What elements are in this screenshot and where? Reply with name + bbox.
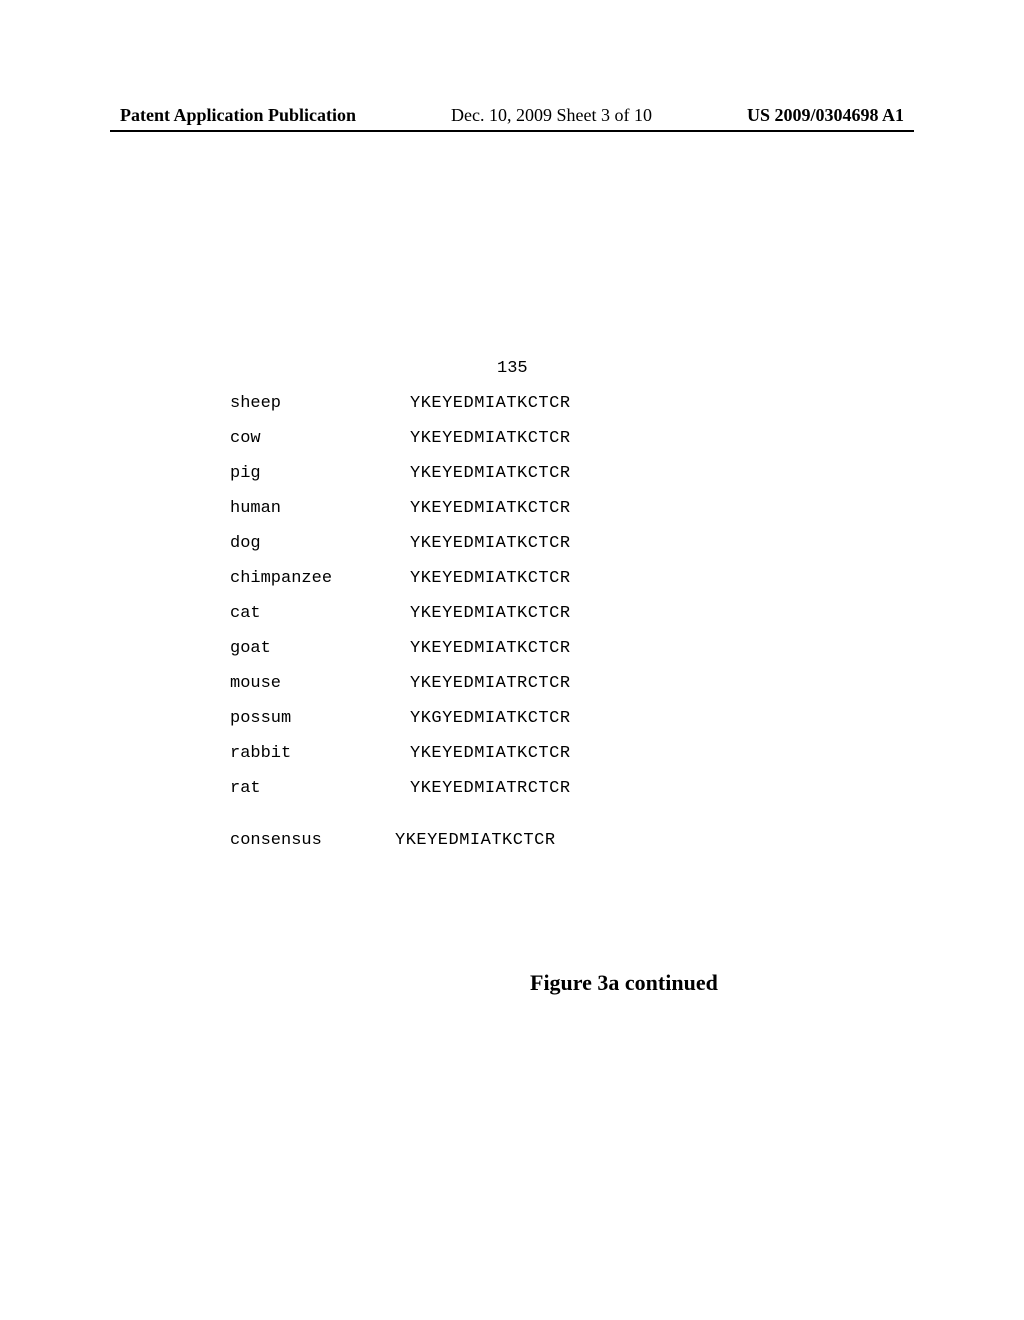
species-label: pig — [230, 465, 410, 482]
species-label: dog — [230, 535, 410, 552]
sequence-text: YKEYEDMIATKCTCR — [410, 640, 571, 657]
alignment-row: human YKEYEDMIATKCTCR — [230, 500, 571, 517]
consensus-row: consensus YKEYEDMIATKCTCR — [230, 832, 571, 849]
alignment-row: pig YKEYEDMIATKCTCR — [230, 465, 571, 482]
species-label: rabbit — [230, 745, 410, 762]
alignment-row: cow YKEYEDMIATKCTCR — [230, 430, 571, 447]
alignment-row: possum YKGYEDMIATKCTCR — [230, 710, 571, 727]
sequence-text: YKEYEDMIATKCTCR — [410, 745, 571, 762]
alignment-row: sheep YKEYEDMIATKCTCR — [230, 395, 571, 412]
species-label: goat — [230, 640, 410, 657]
species-label: mouse — [230, 675, 410, 692]
alignment-row: rat YKEYEDMIATRCTCR — [230, 780, 571, 797]
species-label: cat — [230, 605, 410, 622]
sequence-text: YKEYEDMIATRCTCR — [410, 675, 571, 692]
sequence-text: YKGYEDMIATKCTCR — [410, 710, 571, 727]
sequence-text: YKEYEDMIATKCTCR — [410, 535, 571, 552]
sequence-alignment: 135 sheep YKEYEDMIATKCTCR cow YKEYEDMIAT… — [230, 360, 571, 849]
sequence-text: YKEYEDMIATKCTCR — [410, 395, 571, 412]
consensus-sequence: YKEYEDMIATKCTCR — [395, 832, 556, 849]
alignment-row: goat YKEYEDMIATKCTCR — [230, 640, 571, 657]
publication-type: Patent Application Publication — [120, 105, 356, 126]
position-number: 135 — [497, 360, 571, 377]
header-divider — [110, 130, 914, 132]
species-label: cow — [230, 430, 410, 447]
date-sheet-info: Dec. 10, 2009 Sheet 3 of 10 — [451, 105, 652, 126]
alignment-row: mouse YKEYEDMIATRCTCR — [230, 675, 571, 692]
sequence-text: YKEYEDMIATKCTCR — [410, 570, 571, 587]
alignment-row: chimpanzee YKEYEDMIATKCTCR — [230, 570, 571, 587]
page-header: Patent Application Publication Dec. 10, … — [0, 105, 1024, 126]
publication-number: US 2009/0304698 A1 — [747, 105, 904, 126]
species-label: possum — [230, 710, 410, 727]
species-label: chimpanzee — [230, 570, 410, 587]
species-label: sheep — [230, 395, 410, 412]
species-label: human — [230, 500, 410, 517]
sequence-text: YKEYEDMIATRCTCR — [410, 780, 571, 797]
species-label: rat — [230, 780, 410, 797]
sequence-text: YKEYEDMIATKCTCR — [410, 500, 571, 517]
sequence-text: YKEYEDMIATKCTCR — [410, 605, 571, 622]
figure-caption: Figure 3a continued — [530, 970, 718, 996]
alignment-row: cat YKEYEDMIATKCTCR — [230, 605, 571, 622]
alignment-row: rabbit YKEYEDMIATKCTCR — [230, 745, 571, 762]
consensus-label: consensus — [230, 832, 395, 849]
sequence-text: YKEYEDMIATKCTCR — [410, 430, 571, 447]
alignment-row: dog YKEYEDMIATKCTCR — [230, 535, 571, 552]
sequence-text: YKEYEDMIATKCTCR — [410, 465, 571, 482]
